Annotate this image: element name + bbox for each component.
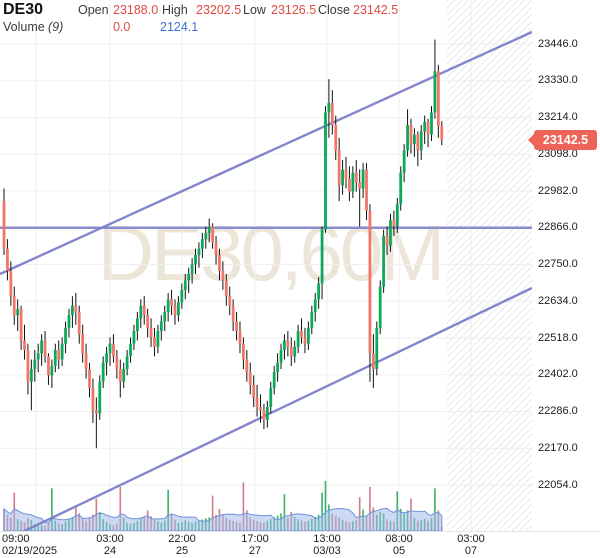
price-axis-label: 23214.0 [538, 111, 578, 123]
price-axis-label: 23330.0 [538, 74, 578, 87]
hatch-region [447, 0, 532, 531]
time-axis-label: 17:00 27 [241, 533, 269, 557]
price-axis[interactable]: 23446.0 23330.0 23214.0 23098.0 22982.0 22866… [532, 0, 600, 532]
price-axis-label: 22054.0 [538, 478, 578, 491]
price-axis-label: 22982.0 [538, 184, 578, 197]
price-axis-label: 23098.0 [538, 147, 578, 160]
price-axis-label: 22170.0 [538, 441, 578, 454]
price-axis-label: 22518.0 [538, 331, 578, 344]
time-axis-label: 13:00 03/03 [313, 533, 341, 557]
time-axis[interactable]: 09:00 02/19/2025 03:00 24 22:00 25 17:00 27 13:0… [0, 531, 600, 558]
time-axis-label: 09:00 02/19/2025 [2, 533, 58, 557]
volume-ma-area [3, 507, 443, 532]
trendline-lower-channel[interactable] [14, 286, 532, 532]
trendline-upper-channel[interactable] [0, 30, 532, 276]
price-axis-label: 22634.0 [538, 294, 578, 307]
candles-layer [2, 39, 444, 449]
last-price-tag: 23142.5 [528, 130, 597, 151]
time-axis-label: 03:00 24 [96, 533, 124, 557]
time-axis-label: 22:00 25 [168, 533, 196, 557]
price-axis-label: 22866.0 [538, 221, 578, 234]
price-axis-label: 22750.0 [538, 258, 578, 270]
time-axis-label: 03:00 07 [457, 533, 485, 557]
price-axis-label: 23446.0 [538, 37, 578, 50]
chart-svg[interactable] [0, 0, 532, 532]
price-axis-label: 22286.0 [538, 405, 578, 417]
time-axis-label: 08:00 05 [385, 533, 413, 557]
price-axis-label: 22402.0 [538, 368, 578, 381]
